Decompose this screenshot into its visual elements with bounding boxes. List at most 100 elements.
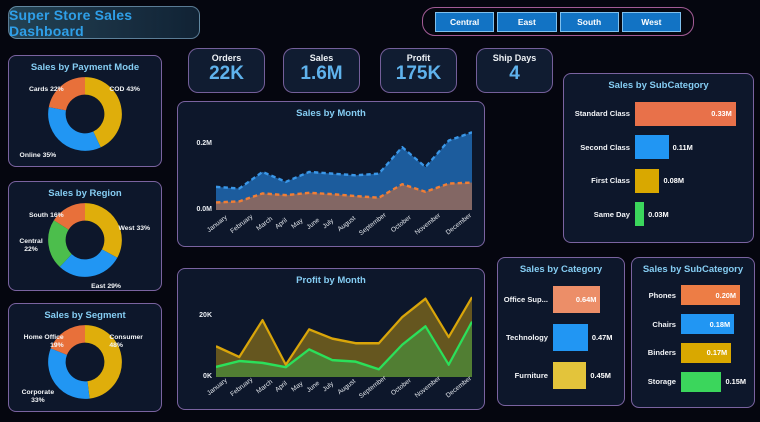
kpi-label: Profit — [406, 53, 431, 63]
sales-month-svg[interactable] — [216, 124, 472, 210]
donut-slice-cards[interactable] — [48, 77, 86, 111]
donut-callout: East 29% — [91, 283, 121, 291]
line-series-orange — [216, 181, 472, 204]
panel-title: Sales by Category — [519, 264, 603, 275]
bar-chairs[interactable]: 0.18M — [681, 314, 735, 335]
panel-title: Profit by Month — [296, 275, 366, 286]
bar-category-label: Technology — [505, 332, 548, 342]
donut-slice-home-office[interactable] — [50, 325, 86, 356]
bar-category-label: Chairs — [652, 319, 676, 329]
panel-title: Sales by Region — [48, 188, 122, 199]
donut-callout: Corporate 33% — [21, 389, 55, 404]
profit-month-svg[interactable] — [216, 291, 472, 377]
kpi-value: 1.6M — [300, 63, 343, 84]
payment-donut-chart: COD 43% Online 35% Cards 22% — [9, 76, 161, 166]
panel-sales-by-month: Sales by Month 0.2M 0.0M January February M… — [177, 101, 485, 247]
donut-chart[interactable] — [47, 76, 123, 152]
kpi-label: Sales — [309, 53, 334, 63]
kpi-label: Orders — [211, 53, 242, 63]
donut-chart[interactable] — [47, 202, 123, 278]
page-title: Super Store Sales Dashboard — [8, 6, 200, 39]
x-axis-labels: January February March April May June July Augu… — [206, 372, 476, 408]
donut-chart[interactable] — [47, 324, 123, 400]
kpi-card-profit: Profit 175K — [380, 48, 457, 93]
line-series-blue — [216, 131, 472, 190]
slicer-button-central[interactable]: Central — [435, 11, 495, 32]
bar-track: 0.45M — [553, 361, 616, 389]
kpi-value: 22K — [209, 63, 244, 84]
bar-value-label: 0.18M — [709, 319, 731, 329]
bar-track: 0.18M — [681, 314, 746, 335]
bar-technology[interactable] — [553, 323, 588, 351]
bar-first-class[interactable] — [635, 168, 660, 193]
bar-phones[interactable]: 0.20M — [681, 285, 741, 306]
bar-value-label: 0.47M — [591, 332, 613, 342]
bar-value-label: 0.17M — [706, 348, 728, 358]
bar-category-label: Second Class — [580, 142, 630, 152]
bar-value-label: 0.45M — [590, 370, 611, 380]
donut-slice-consumer[interactable] — [84, 325, 122, 399]
bar-same-day[interactable] — [635, 202, 645, 227]
bar-category-label: Same Day — [593, 209, 630, 219]
donut-slice-central[interactable] — [48, 220, 73, 267]
category-bar-chart: Office Sup... 0.64M Technology 0.47M Furnitu… — [498, 275, 624, 400]
region-slicer: Central East South West — [422, 7, 694, 36]
bar-track: 0.17M — [681, 342, 746, 363]
panel-sales-by-category: Sales by Category Office Sup... 0.64M Tech… — [497, 257, 625, 406]
donut-callout: Cards 22% — [28, 86, 64, 94]
slicer-button-south[interactable]: South — [559, 11, 619, 32]
bar-row: Storage 0.15M — [636, 371, 746, 392]
panel-sales-by-subcategory-shipmode: Sales by SubCategory Standard Class 0.33M… — [563, 73, 754, 243]
panel-title: Sales by Month — [296, 108, 366, 119]
bar-track: 0.08M — [635, 168, 745, 193]
bar-row: Standard Class 0.33M — [568, 101, 745, 126]
bar-track: 0.64M — [553, 286, 616, 314]
subcategory-bar-chart: Phones 0.20M Chairs 0.18M Binders 0.17M Storag… — [632, 275, 754, 402]
panel-profit-by-month: Profit by Month 20K 0K January February Mar… — [177, 268, 485, 410]
bar-value-label: 0.64M — [575, 295, 597, 305]
panel-title: Sales by Segment — [44, 310, 126, 321]
bar-standard-class[interactable]: 0.33M — [635, 101, 736, 126]
slicer-button-east[interactable]: East — [497, 11, 557, 32]
bar-value-label: 0.15M — [725, 377, 746, 387]
slicer-button-west[interactable]: West — [621, 11, 681, 32]
bar-category-label: Furniture — [514, 370, 548, 380]
bar-track: 0.20M — [681, 285, 746, 306]
kpi-card-ship-days: Ship Days 4 — [476, 48, 553, 93]
bar-storage[interactable] — [681, 371, 722, 392]
kpi-value: 175K — [395, 63, 442, 84]
donut-slice-west[interactable] — [84, 203, 122, 258]
bar-second-class[interactable] — [635, 135, 669, 160]
bar-track: 0.11M — [635, 135, 745, 160]
donut-slice-corporate[interactable] — [48, 348, 90, 399]
bar-binders[interactable]: 0.17M — [681, 342, 732, 363]
area-series-green — [216, 321, 472, 377]
bar-row: Phones 0.20M — [636, 285, 746, 306]
panel-sales-by-payment-mode: Sales by Payment Mode COD 43% Online 35% C… — [8, 55, 162, 167]
donut-slice-south[interactable] — [53, 203, 86, 231]
panel-title: Sales by SubCategory — [608, 80, 709, 91]
panel-title: Sales by Payment Mode — [30, 62, 140, 73]
bar-value-label: 0.08M — [663, 176, 684, 186]
bar-row: Technology 0.47M — [502, 323, 616, 351]
line-series-green — [216, 321, 472, 371]
bar-office-sup-[interactable]: 0.64M — [553, 286, 601, 314]
x-axis-labels: January February March April May June July Augu… — [206, 209, 476, 245]
bar-furniture[interactable] — [553, 361, 587, 389]
y-axis-tick: 0.0M — [196, 206, 212, 214]
bar-row: Furniture 0.45M — [502, 361, 616, 389]
donut-slice-online[interactable] — [48, 107, 101, 151]
line-series-gold — [216, 296, 472, 366]
bar-row: Second Class 0.11M — [568, 135, 745, 160]
segment-donut-chart: Consumer 48% Corporate 33% Home Office 19% — [9, 324, 161, 411]
donut-callout: Home Office 19% — [23, 333, 64, 349]
kpi-card-orders: Orders 22K — [188, 48, 265, 93]
bar-row: Binders 0.17M — [636, 342, 746, 363]
bar-category-label: First Class — [591, 176, 630, 186]
y-axis-tick: 20K — [199, 311, 212, 319]
donut-slice-cod[interactable] — [84, 77, 122, 148]
kpi-label: Ship Days — [492, 53, 537, 63]
x-axis-label: December — [444, 375, 473, 400]
donut-slice-east[interactable] — [59, 248, 118, 277]
